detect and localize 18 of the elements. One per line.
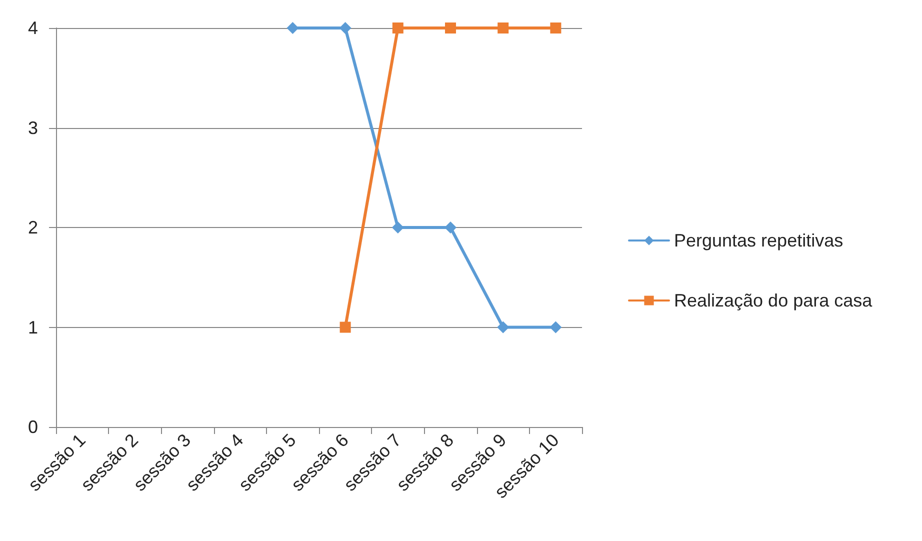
point: [445, 22, 456, 34]
legend-label: Perguntas repetitivas: [674, 230, 844, 250]
point: [339, 22, 352, 34]
y-tick-label: 4: [28, 18, 38, 38]
y-tick-label: 3: [28, 118, 38, 138]
point: [392, 222, 404, 234]
point: [498, 22, 509, 34]
point: [550, 22, 562, 34]
y-tick-label: 1: [28, 317, 38, 338]
point: [444, 222, 456, 234]
point: [550, 321, 562, 334]
point: [497, 321, 510, 334]
y-tick-label: 0: [28, 417, 38, 437]
point: [340, 322, 351, 333]
y-tick-label: 2: [28, 218, 38, 238]
point: [392, 22, 404, 34]
point: [286, 22, 299, 34]
legend-label: Realização do para casa: [674, 290, 874, 310]
